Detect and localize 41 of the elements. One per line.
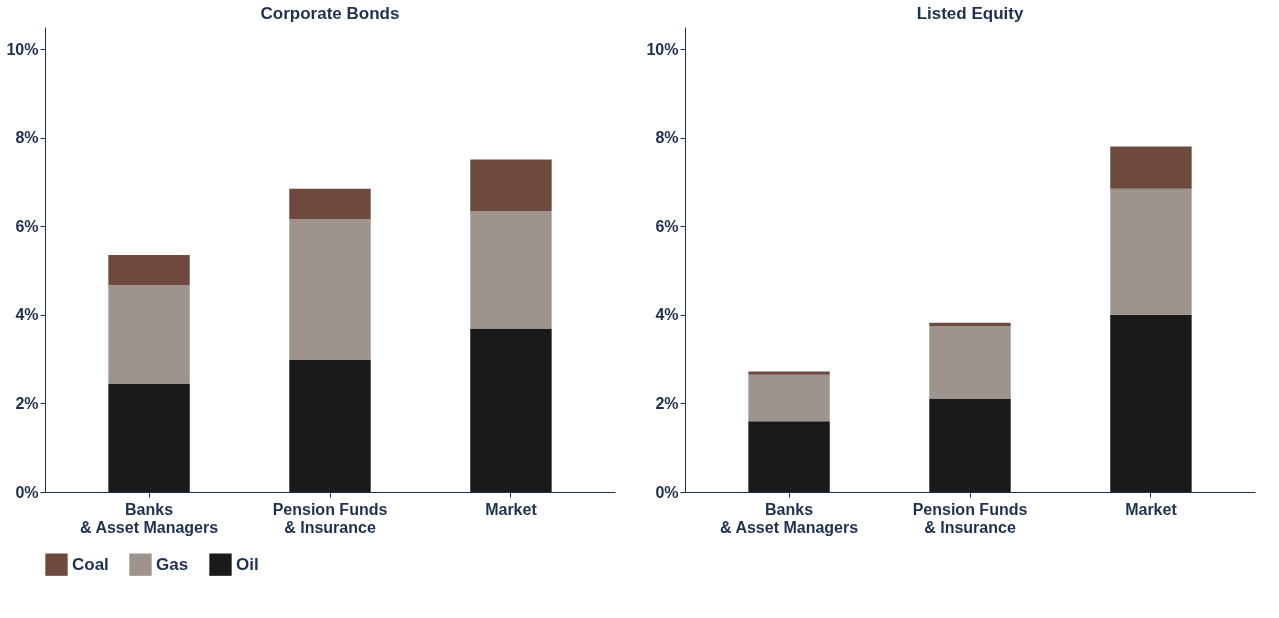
bar: [470, 211, 552, 329]
bar: [108, 383, 190, 492]
y-tick-label: 6%: [655, 217, 679, 235]
x-tick-label: Pension Funds & Insurance: [272, 500, 388, 536]
chart-title: Corporate Bonds: [260, 4, 400, 23]
bar: [470, 159, 552, 212]
y-tick-label: 0%: [15, 483, 39, 501]
legend-label: Gas: [156, 554, 189, 574]
bar: [1110, 188, 1192, 315]
y-tick-label: 10%: [6, 40, 39, 58]
y-tick-label: 0%: [655, 483, 679, 501]
legend-label: Coal: [72, 554, 109, 574]
bar: [289, 359, 371, 492]
y-tick-label: 10%: [646, 40, 679, 58]
bar: [748, 374, 830, 422]
bar: [929, 325, 1011, 399]
bar: [929, 322, 1011, 326]
bar: [1110, 146, 1192, 189]
bar: [289, 219, 371, 360]
x-tick-label: Market: [485, 500, 538, 518]
bar: [108, 255, 190, 286]
bar: [929, 398, 1011, 492]
y-tick-label: 2%: [655, 394, 679, 412]
x-tick-label: Banks & Asset Managers: [79, 500, 219, 536]
y-tick-label: 2%: [15, 394, 39, 412]
bar: [748, 371, 830, 375]
bar: [748, 421, 830, 492]
y-tick-label: 4%: [655, 306, 679, 324]
bar: [1110, 314, 1192, 492]
y-tick-label: 8%: [655, 129, 679, 147]
bar: [108, 285, 190, 384]
x-tick-label: Market: [1125, 500, 1178, 518]
x-tick-label: Pension Funds & Insurance: [912, 500, 1028, 536]
y-tick-label: 8%: [15, 129, 39, 147]
x-tick-label: Banks & Asset Managers: [719, 500, 859, 536]
bar: [470, 328, 552, 492]
y-tick-label: 4%: [15, 306, 39, 324]
bar: [289, 188, 371, 220]
chart-title: Listed Equity: [916, 4, 1024, 23]
legend-label: Oil: [236, 554, 259, 574]
y-tick-label: 6%: [15, 217, 39, 235]
